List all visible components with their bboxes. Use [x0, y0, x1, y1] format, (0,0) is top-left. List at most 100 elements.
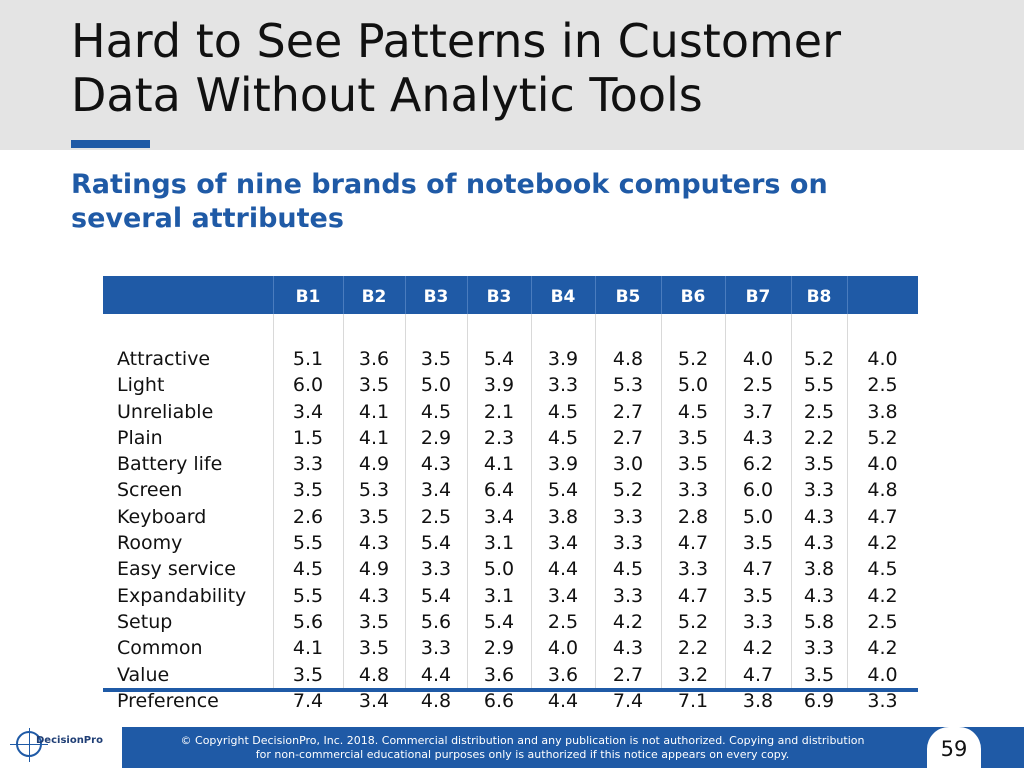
rating-cell: 4.0	[867, 663, 898, 686]
rating-cell: 3.8	[547, 505, 579, 528]
rating-cell: 4.2	[867, 637, 898, 660]
rating-cell: 4.5	[547, 426, 579, 449]
table-header-divider	[725, 276, 726, 314]
rating-cell: 5.8	[803, 610, 835, 633]
rating-cell: 2.5	[803, 400, 835, 423]
table-header-cell: B3	[423, 287, 449, 307]
rating-cell: 4.1	[358, 400, 390, 423]
rating-cell: 3.5	[803, 453, 835, 476]
rating-cell: 5.4	[483, 610, 515, 633]
rating-cell: 5.6	[292, 610, 324, 633]
copyright-notice: © Copyright DecisionPro, Inc. 2018. Comm…	[150, 734, 895, 762]
table-row: Value 3.5 4.8 4.4 3.6 3.6 2.7 3.2 4.7 3.5 4.0	[103, 662, 918, 688]
rating-cell: 6.2	[742, 453, 774, 476]
subtitle-line-2: several attributes	[71, 203, 344, 234]
copyright-line-2: for non-commercial educational purposes …	[255, 748, 790, 761]
row-label: Plain	[117, 426, 163, 449]
rating-cell: 3.4	[547, 584, 579, 607]
rating-cell: 4.8	[358, 663, 390, 686]
rating-cell: 4.2	[742, 637, 774, 660]
row-label: Value	[117, 663, 170, 686]
logo-crosshair-vertical-icon	[29, 728, 30, 762]
rating-cell: 3.4	[547, 532, 579, 555]
table-column-divider	[791, 276, 792, 692]
rating-cell: 4.1	[358, 426, 390, 449]
rating-cell: 3.5	[292, 663, 324, 686]
rating-cell: 5.4	[420, 584, 452, 607]
rating-cell: 3.5	[803, 663, 835, 686]
rating-cell: 4.2	[612, 610, 644, 633]
rating-cell: 4.5	[420, 400, 452, 423]
rating-cell: 3.3	[677, 558, 709, 581]
rating-cell: 7.4	[292, 689, 324, 712]
table-row: Screen 3.5 5.3 3.4 6.4 5.4 5.2 3.3 6.0 3.3 4.8	[103, 477, 918, 503]
rating-cell: 6.0	[292, 374, 324, 397]
rating-cell: 3.3	[867, 689, 898, 712]
table-column-divider	[661, 276, 662, 692]
rating-cell: 3.6	[547, 663, 579, 686]
rating-cell: 3.3	[803, 637, 835, 660]
rating-cell: 4.9	[358, 558, 390, 581]
rating-cell: 4.3	[742, 426, 774, 449]
rating-cell: 3.0	[612, 453, 644, 476]
rating-cell: 4.7	[742, 558, 774, 581]
rating-cell: 3.5	[358, 505, 390, 528]
rating-cell: 5.0	[677, 374, 709, 397]
table-header-cell: B7	[745, 287, 771, 307]
rating-cell: 6.0	[742, 479, 774, 502]
table-column-divider	[595, 276, 596, 692]
rating-cell: 3.3	[612, 532, 644, 555]
rating-cell: 5.0	[483, 558, 515, 581]
rating-cell: 2.5	[867, 374, 898, 397]
rating-cell: 4.3	[803, 532, 835, 555]
rating-cell: 5.3	[358, 479, 390, 502]
rating-cell: 4.1	[483, 453, 515, 476]
rating-cell: 3.3	[420, 637, 452, 660]
row-label: Screen	[117, 479, 183, 502]
rating-cell: 3.3	[612, 505, 644, 528]
table-row: Roomy 5.5 4.3 5.4 3.1 3.4 3.3 4.7 3.5 4.3 4.2	[103, 530, 918, 556]
rating-cell: 4.5	[677, 400, 709, 423]
rating-cell: 4.3	[803, 584, 835, 607]
table-row: Expandability 5.5 4.3 5.4 3.1 3.4 3.3 4.7 3.5 4.3…	[103, 583, 918, 609]
rating-cell: 3.9	[547, 453, 579, 476]
rating-cell: 2.9	[483, 637, 515, 660]
rating-cell: 3.3	[612, 584, 644, 607]
rating-cell: 6.9	[803, 689, 835, 712]
rating-cell: 4.3	[358, 532, 390, 555]
rating-cell: 3.4	[358, 689, 390, 712]
rating-cell: 2.2	[677, 637, 709, 660]
table-column-divider	[273, 276, 274, 692]
table-header-divider	[791, 276, 792, 314]
rating-cell: 3.5	[677, 453, 709, 476]
rating-cell: 1.5	[292, 426, 324, 449]
rating-cell: 3.8	[803, 558, 835, 581]
rating-cell: 2.2	[803, 426, 835, 449]
rating-cell: 5.4	[547, 479, 579, 502]
rating-cell: 3.5	[358, 610, 390, 633]
title-line-1: Hard to See Patterns in Customer	[71, 14, 842, 68]
table-row: Keyboard 2.6 3.5 2.5 3.4 3.8 3.3 2.8 5.0 4.3 4.7	[103, 504, 918, 530]
rating-cell: 4.0	[867, 453, 898, 476]
rating-cell: 4.8	[420, 689, 452, 712]
table-row: Plain 1.5 4.1 2.9 2.3 4.5 2.7 3.5 4.3 2.2 5.2	[103, 425, 918, 451]
rating-cell: 5.6	[420, 610, 452, 633]
table-column-divider	[847, 276, 848, 692]
table-header-cell: B6	[680, 287, 706, 307]
rating-cell: 5.0	[742, 505, 774, 528]
rating-cell: 2.7	[612, 663, 644, 686]
rating-cell: 3.3	[292, 453, 324, 476]
rating-cell: 5.4	[420, 532, 452, 555]
rating-cell: 3.4	[483, 505, 515, 528]
rating-cell: 3.5	[358, 637, 390, 660]
row-label: Expandability	[117, 584, 247, 607]
rating-cell: 3.1	[483, 584, 515, 607]
logo-text: DecisionPro	[36, 735, 103, 746]
rating-cell: 6.6	[483, 689, 515, 712]
rating-cell: 2.1	[483, 400, 515, 423]
title-accent-bar	[71, 140, 150, 148]
table-header-divider	[273, 276, 274, 314]
table-column-divider	[725, 276, 726, 692]
table-header-cell	[103, 278, 273, 316]
rating-cell: 3.8	[867, 400, 898, 423]
